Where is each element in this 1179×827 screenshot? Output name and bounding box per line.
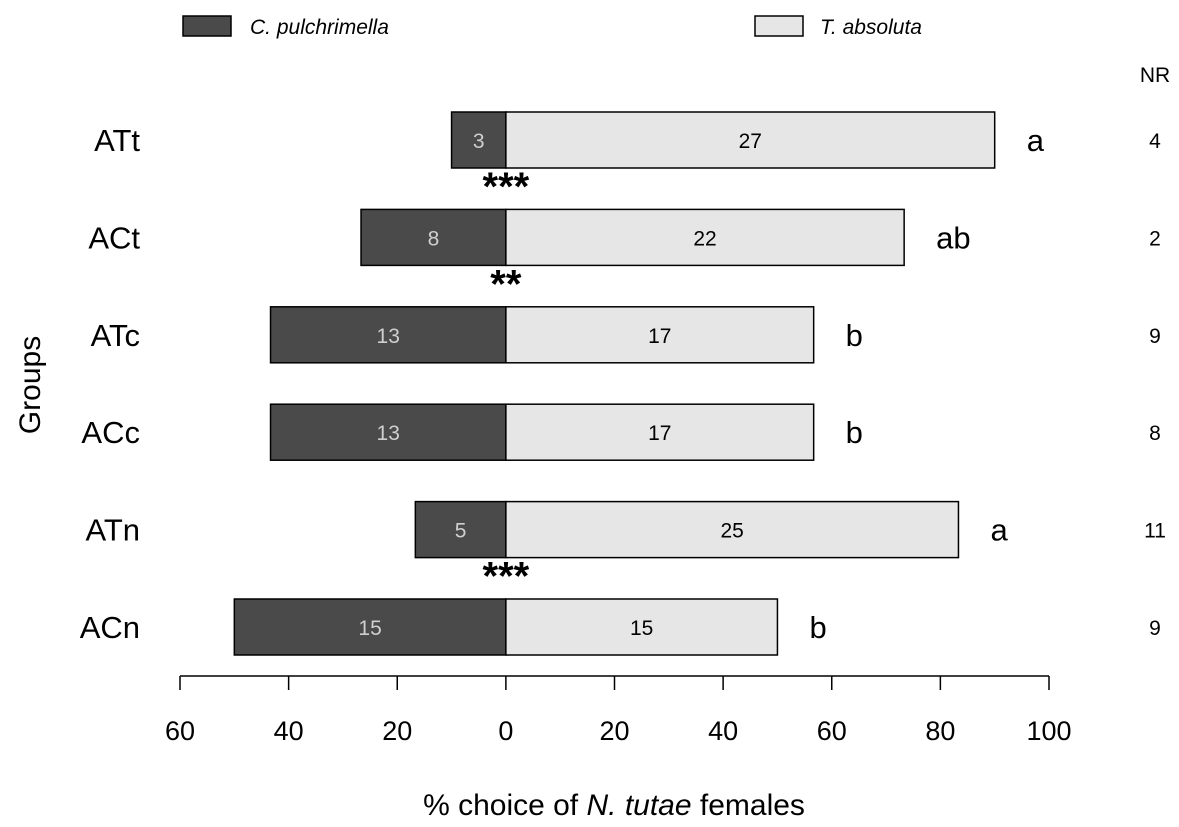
count-c-pulchrimella-acc: 13: [377, 422, 400, 445]
sig-letter-att: a: [1027, 123, 1045, 158]
sig-letter-acc: b: [846, 415, 863, 450]
sig-letter-acn: b: [809, 610, 826, 645]
nr-value-atn: 11: [1144, 520, 1166, 543]
x-tick-label-8: 100: [1026, 716, 1071, 746]
group-label-atn: ATn: [85, 513, 140, 548]
legend: C. pulchrimella T. absoluta: [182, 15, 922, 39]
x-tick-label-4: 20: [599, 716, 629, 746]
x-tick-label-0: 60: [165, 716, 195, 746]
nr-value-att: 4: [1149, 130, 1161, 153]
x-axis-title-part-1: N. tutae: [586, 789, 691, 822]
nr-value-acc: 8: [1149, 422, 1161, 445]
legend-swatch-c-pulchrimella: [182, 15, 232, 37]
count-c-pulchrimella-acn: 15: [358, 617, 381, 640]
legend-label-t-absoluta: T. absoluta: [820, 16, 922, 39]
bar-c-pulchrimella-atn: [414, 500, 507, 559]
sig-letter-act: ab: [936, 220, 970, 255]
legend-swatch-t-absoluta: [754, 15, 804, 37]
sig-letter-atn: a: [990, 513, 1008, 548]
x-tick-label-6: 60: [817, 716, 847, 746]
bar-c-pulchrimella-att: [450, 111, 507, 169]
significance-stars-att: ***: [483, 165, 530, 209]
bar-t-absoluta-act: [505, 208, 905, 267]
x-axis-title-part-2: females: [692, 789, 805, 822]
count-c-pulchrimella-act: 8: [428, 227, 440, 250]
bar-c-pulchrimella-act: [360, 208, 507, 267]
bar-t-absoluta-atc: [505, 306, 815, 364]
sig-letter-atc: b: [846, 318, 863, 353]
bar-t-absoluta-att: [505, 111, 996, 169]
significance-stars-act: **: [490, 262, 522, 306]
count-c-pulchrimella-atn: 5: [455, 520, 467, 543]
x-tick-label-2: 20: [382, 716, 412, 746]
significance-stars-atn: ***: [483, 555, 530, 599]
group-label-acc: ACc: [81, 415, 140, 450]
count-t-absoluta-atc: 17: [648, 325, 671, 348]
count-c-pulchrimella-atc: 13: [377, 325, 400, 348]
x-tick-label-7: 80: [925, 716, 955, 746]
bar-c-pulchrimella-atc: [269, 306, 507, 364]
count-c-pulchrimella-att: 3: [473, 130, 485, 153]
count-t-absoluta-act: 22: [693, 227, 716, 250]
y-axis-title: Groups: [14, 336, 47, 434]
bar-t-absoluta-atn: [505, 500, 960, 559]
x-tick-label-1: 40: [274, 716, 304, 746]
count-t-absoluta-atn: 25: [720, 520, 743, 543]
group-label-att: ATt: [94, 123, 140, 158]
count-t-absoluta-att: 27: [739, 130, 762, 153]
x-axis: 60 40 20 0 20 40 60 80 100: [165, 675, 1072, 746]
group-label-act: ACt: [88, 220, 140, 255]
nr-value-act: 2: [1149, 227, 1161, 250]
count-t-absoluta-acn: 15: [630, 617, 653, 640]
x-tick-label-5: 40: [708, 716, 738, 746]
bar-c-pulchrimella-acc: [269, 403, 507, 461]
bar-t-absoluta-acc: [505, 403, 815, 461]
bar-t-absoluta-acn: [505, 598, 779, 656]
x-axis-title-part-0: % choice of: [423, 789, 586, 822]
nr-value-atc: 9: [1149, 325, 1161, 348]
count-t-absoluta-acc: 17: [648, 422, 671, 445]
legend-label-c-pulchrimella: C. pulchrimella: [250, 16, 389, 39]
group-label-atc: ATc: [91, 318, 140, 353]
x-axis-title: % choice of N. tutae females: [423, 789, 805, 822]
nr-value-acn: 9: [1149, 617, 1161, 640]
nr-header: NR: [1140, 64, 1170, 87]
group-label-acn: ACn: [80, 610, 140, 645]
x-tick-label-3: 0: [498, 716, 513, 746]
